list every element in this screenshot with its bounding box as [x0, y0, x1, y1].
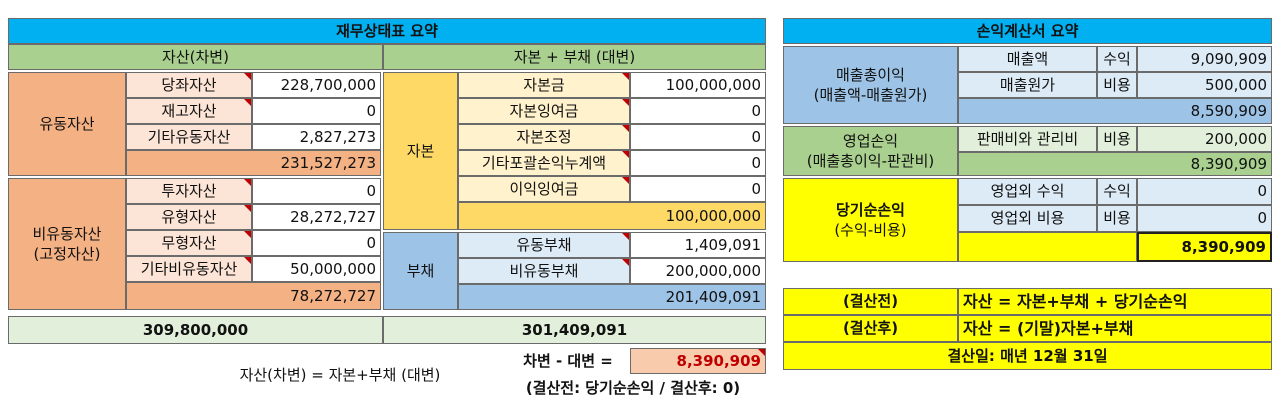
- item-amount: 228,700,000: [252, 72, 381, 98]
- text-line: 당기순손익: [835, 200, 905, 219]
- item-amount: 1,409,091: [630, 232, 766, 258]
- summary-text: 자산 = 자본+부채 + 당기순손익: [958, 288, 1272, 315]
- item-type: 비용: [1097, 205, 1137, 232]
- group-label: 영업손익 (매출총이익-판관비): [783, 126, 958, 176]
- total: 309,800,000: [8, 316, 383, 344]
- subtotal: 231,527,273: [126, 150, 381, 176]
- group-label: 비유동자산 (고정자산): [8, 178, 126, 310]
- item-amount: 0: [630, 176, 766, 202]
- note: 차변 - 대변 =: [523, 351, 613, 370]
- item-amount: 2,827,273: [252, 124, 381, 150]
- subtotal: 78,272,727: [126, 282, 381, 310]
- item-amount: 9,090,909: [1137, 46, 1272, 72]
- item-name: 영업외 비용: [958, 205, 1097, 232]
- text-line: 매출총이익: [835, 65, 905, 84]
- subtotal: 201,409,091: [458, 284, 766, 310]
- text-line: 영업손익: [842, 131, 899, 150]
- subtotal: 8,390,909: [1137, 232, 1272, 262]
- item-type: 비용: [1097, 126, 1137, 152]
- item-amount: 100,000,000: [630, 72, 766, 98]
- item-amount: 0: [630, 98, 766, 124]
- item-amount: 0: [252, 98, 381, 124]
- item-type: 비용: [1097, 72, 1137, 98]
- item-amount: 0: [252, 230, 381, 256]
- closing-date: 결산일: 매년 12월 31일: [783, 342, 1272, 370]
- item-type: 수익: [1097, 178, 1137, 205]
- item-name: 무형자산: [126, 230, 252, 256]
- item-amount: 28,272,727: [252, 204, 381, 230]
- summary-label: (결산후): [783, 315, 958, 342]
- subtotal: 8,590,909: [958, 98, 1272, 124]
- item-amount: 0: [1137, 205, 1272, 232]
- group-label: 당기순손익 (수익-비용): [783, 178, 958, 262]
- item-name: 비유동부채: [458, 258, 630, 284]
- total: 301,409,091: [383, 316, 766, 344]
- summary-label: (결산전): [783, 288, 958, 315]
- section-header: 자산(차변): [8, 44, 383, 70]
- item-name: 매출원가: [958, 72, 1097, 98]
- blank-cell: [958, 232, 1137, 262]
- text-line: (매출총이익-판관비): [806, 152, 935, 170]
- group-label: 자본: [383, 72, 458, 230]
- item-name: 자본잉여금: [458, 98, 630, 124]
- item-name: 영업외 수익: [958, 178, 1097, 205]
- note: 자산(차변) = 자본+부채 (대변): [239, 365, 441, 384]
- item-name: 기타비유동자산: [126, 256, 252, 282]
- difference: 8,390,909: [630, 348, 766, 374]
- item-type: 수익: [1097, 46, 1137, 72]
- item-name: 자본조정: [458, 124, 630, 150]
- group-label: 부채: [383, 232, 458, 310]
- item-amount: 200,000,000: [630, 258, 766, 284]
- text-line: 비유동자산: [32, 224, 102, 243]
- text-line: (고정자산): [33, 245, 101, 263]
- item-name: 유형자산: [126, 204, 252, 230]
- item-amount: 0: [252, 178, 381, 204]
- group-label: 매출총이익 (매출액-매출원가): [783, 46, 958, 124]
- item-name: 재고자산: [126, 98, 252, 124]
- table-title: 재무상태표 요약: [8, 18, 766, 44]
- item-name: 판매비와 관리비: [958, 126, 1097, 152]
- item-amount: 500,000: [1137, 72, 1272, 98]
- item-name: 기타포괄손익누계액: [458, 150, 630, 176]
- item-name: 자본금: [458, 72, 630, 98]
- group-label: 유동자산: [8, 72, 126, 176]
- section-header: 자본 + 부채 (대변): [383, 44, 766, 70]
- item-name: 유동부채: [458, 232, 630, 258]
- item-amount: 0: [1137, 178, 1272, 205]
- item-name: 투자자산: [126, 178, 252, 204]
- item-amount: 0: [630, 150, 766, 176]
- item-name: 이익잉여금: [458, 176, 630, 202]
- item-amount: 50,000,000: [252, 256, 381, 282]
- item-name: 매출액: [958, 46, 1097, 72]
- item-name: 기타유동자산: [126, 124, 252, 150]
- summary-text: 자산 = (기말)자본+부채: [958, 315, 1272, 342]
- subtotal: 8,390,909: [958, 152, 1272, 176]
- subtotal: 100,000,000: [458, 202, 766, 230]
- note: (결산전: 당기순손익 / 결산후: 0): [525, 378, 741, 397]
- item-amount: 200,000: [1137, 126, 1272, 152]
- text-line: (매출액-매출원가): [813, 86, 928, 104]
- table-title: 손익계산서 요약: [783, 18, 1272, 44]
- item-name: 당좌자산: [126, 72, 252, 98]
- item-amount: 0: [630, 124, 766, 150]
- text-line: (수익-비용): [834, 221, 907, 239]
